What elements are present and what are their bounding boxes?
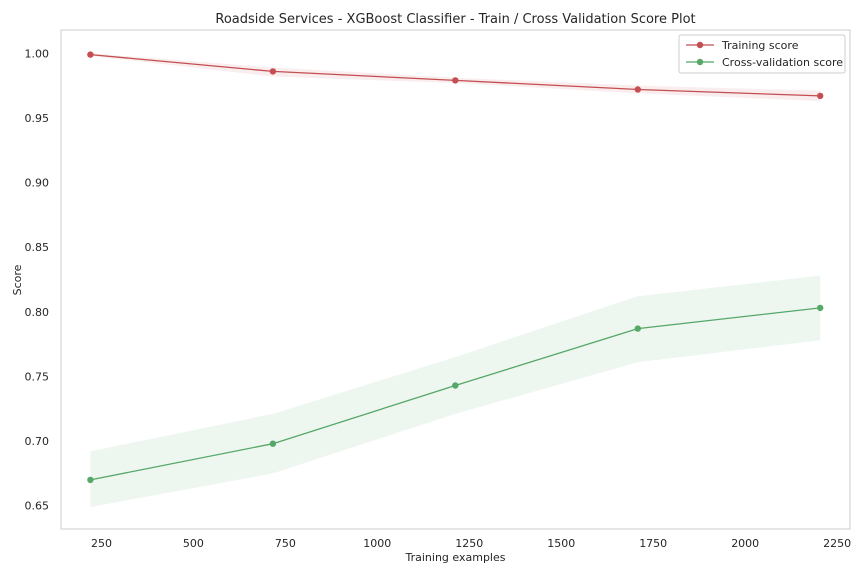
x-tick-label: 750 xyxy=(275,537,296,550)
training-score-point xyxy=(452,77,459,84)
y-tick-label: 0.80 xyxy=(25,306,50,319)
x-tick-label: 250 xyxy=(91,537,112,550)
training-score-point xyxy=(817,92,824,100)
cv-score-point xyxy=(817,304,824,312)
x-tick-label: 1000 xyxy=(363,537,391,550)
x-tick-label: 2250 xyxy=(823,537,851,550)
y-tick-label: 0.70 xyxy=(25,435,50,448)
legend-box xyxy=(678,34,846,74)
x-axis-title: Training examples xyxy=(405,551,506,564)
y-tick-label: 0.75 xyxy=(25,371,50,384)
training-score-point xyxy=(634,86,641,93)
x-tick-label: 1750 xyxy=(639,537,667,550)
cv-score-band xyxy=(90,275,821,507)
x-tick-label: 1250 xyxy=(455,537,483,550)
series-points xyxy=(87,51,824,484)
cv-score-point xyxy=(634,325,641,332)
chart-title: Roadside Services - XGBoost Classifier -… xyxy=(215,12,695,27)
legend-marker-cv xyxy=(696,58,704,66)
x-axis-ticks: 250 500 750 1000 1250 1500 1750 2000 2250 xyxy=(91,537,851,550)
training-score-point xyxy=(269,68,277,75)
plot-area xyxy=(60,29,851,530)
cv-score-point xyxy=(87,476,94,484)
y-tick-label: 0.85 xyxy=(25,241,50,254)
x-tick-label: 1500 xyxy=(547,537,575,550)
y-tick-label: 0.65 xyxy=(25,500,50,513)
x-tick-label: 500 xyxy=(183,537,204,550)
y-tick-label: 0.95 xyxy=(25,112,50,125)
y-tick-label: 1.00 xyxy=(25,47,50,60)
x-tick-label: 2000 xyxy=(731,537,759,550)
y-tick-label: 0.90 xyxy=(25,177,50,190)
training-score-point xyxy=(87,51,94,58)
legend-marker-training xyxy=(696,41,704,49)
y-axis-ticks: 0.65 0.70 0.75 0.80 0.85 0.90 0.95 1.00 xyxy=(25,47,50,512)
cv-score-point xyxy=(269,440,277,447)
cv-score-point xyxy=(452,382,459,389)
legend-label-training: Training score xyxy=(721,39,799,52)
legend-label-cv: Cross-validation score xyxy=(722,56,843,69)
legend: Training score Cross-validation score xyxy=(678,34,846,74)
y-axis-title: Score xyxy=(11,264,24,295)
